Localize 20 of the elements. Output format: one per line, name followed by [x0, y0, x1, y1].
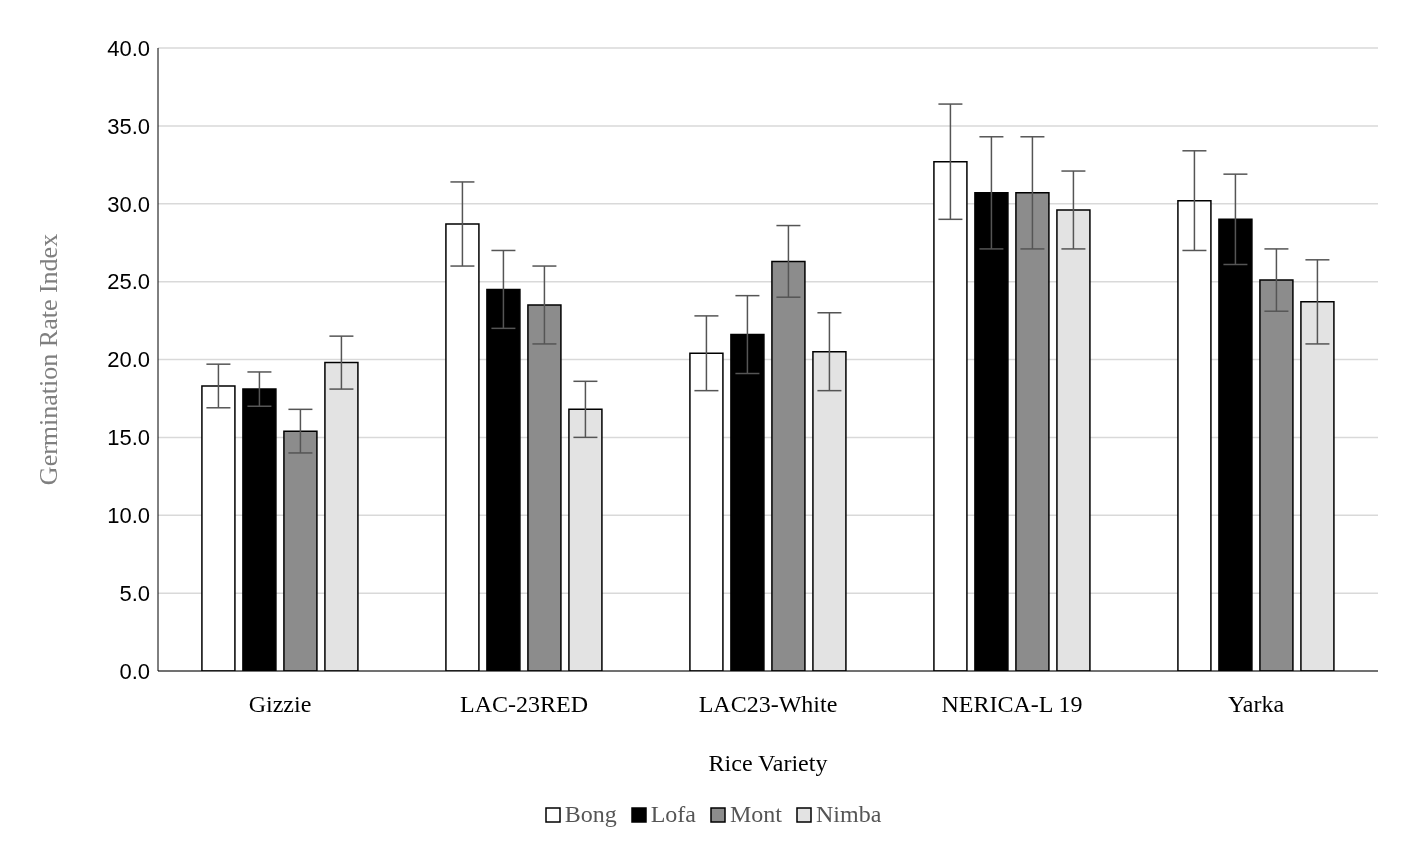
x-tick-label: LAC-23RED: [460, 691, 588, 718]
y-tick-label: 30.0: [107, 191, 150, 217]
y-tick-label: 15.0: [107, 425, 150, 451]
x-axis-title: Rice Variety: [708, 750, 828, 776]
y-tick-label: 5.0: [119, 580, 150, 606]
x-tick-label: NERICA-L 19: [941, 691, 1083, 718]
y-tick-label: 0.0: [119, 658, 150, 684]
legend-label: Nimba: [816, 801, 882, 828]
legend-label: Lofa: [650, 801, 696, 828]
y-tick-label: 20.0: [107, 347, 150, 373]
y-tick-label: 40.0: [107, 35, 150, 61]
x-tick-label: LAC23-White: [698, 691, 838, 718]
y-tick-label: 10.0: [107, 503, 150, 529]
x-tick-label: Gizzie: [248, 691, 312, 718]
y-tick-label: 25.0: [107, 269, 150, 295]
y-tick-label: 35.0: [107, 113, 150, 139]
legend-label: Mont: [729, 801, 782, 828]
x-tick-label: Yarka: [1227, 691, 1285, 718]
y-axis-title: Germination Rate Index: [34, 233, 64, 486]
legend-label: Bong: [564, 801, 617, 828]
